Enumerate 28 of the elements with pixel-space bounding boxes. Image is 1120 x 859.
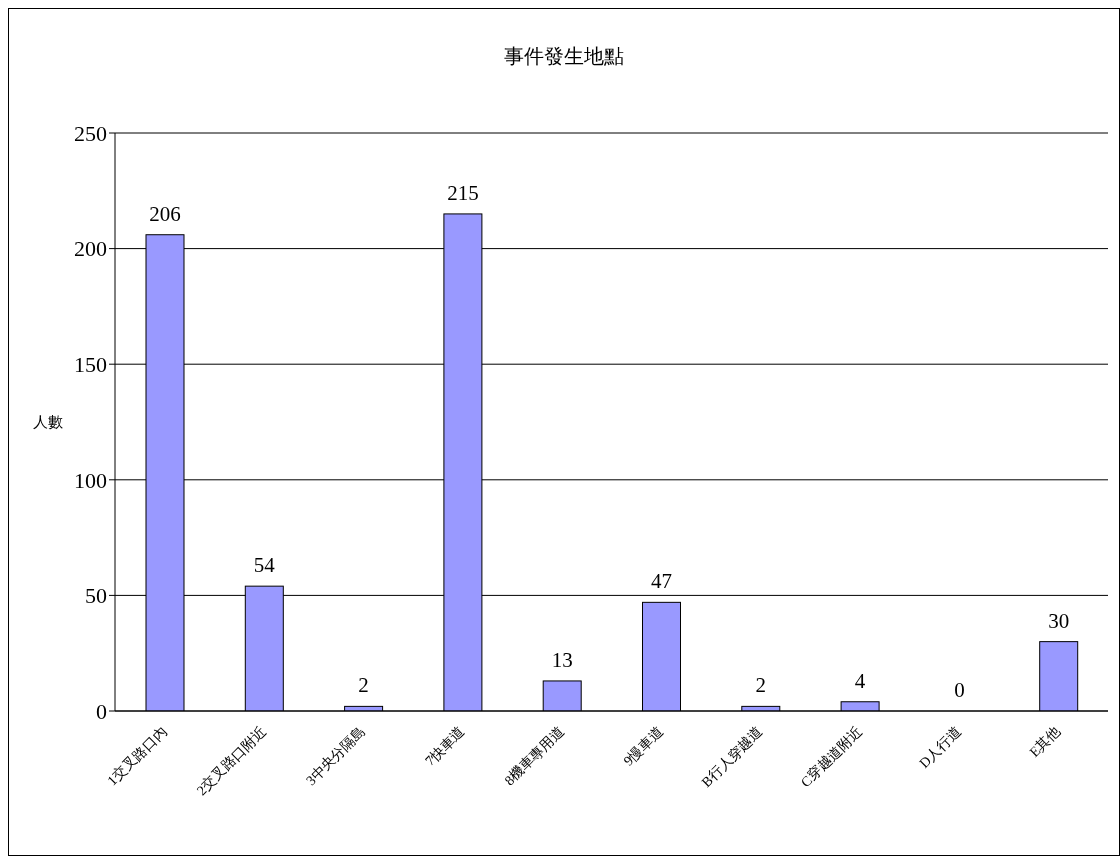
x-tick-label: B行人穿越道 <box>698 723 766 791</box>
data-label: 2 <box>358 673 369 698</box>
y-tick-label: 0 <box>96 698 107 724</box>
x-tick-label: 1交叉路口內 <box>104 723 170 789</box>
data-label: 215 <box>447 180 479 205</box>
y-tick-label: 150 <box>74 352 107 378</box>
x-tick-label: 7快車道 <box>422 723 468 769</box>
y-tick-label: 200 <box>74 236 107 262</box>
data-label: 30 <box>1048 608 1070 633</box>
data-label: 4 <box>854 668 866 693</box>
y-axis-title: 人數 <box>33 413 63 432</box>
x-tick-label: 3中央分隔島 <box>303 723 369 789</box>
x-tick-label: D人行道 <box>916 723 964 771</box>
data-label: 54 <box>253 553 276 578</box>
data-label: 47 <box>651 569 672 594</box>
data-label: 2 <box>755 673 767 698</box>
x-tick-label: 2交叉路口附近 <box>193 723 269 799</box>
x-tick-label: 8機車專用道 <box>501 723 567 789</box>
data-label: 13 <box>551 647 573 672</box>
data-label: 206 <box>149 201 181 226</box>
x-tick-label: C穿越道附近 <box>797 723 865 791</box>
y-tick-label: 100 <box>74 467 107 493</box>
x-tick-label: 9慢車道 <box>620 723 667 769</box>
chart-title: 事件發生地點 <box>503 44 625 69</box>
y-tick-label: 250 <box>74 120 107 146</box>
y-tick-label: 50 <box>85 583 107 609</box>
data-label: 0 <box>954 678 965 702</box>
x-tick-label: E其他 <box>1026 723 1064 760</box>
